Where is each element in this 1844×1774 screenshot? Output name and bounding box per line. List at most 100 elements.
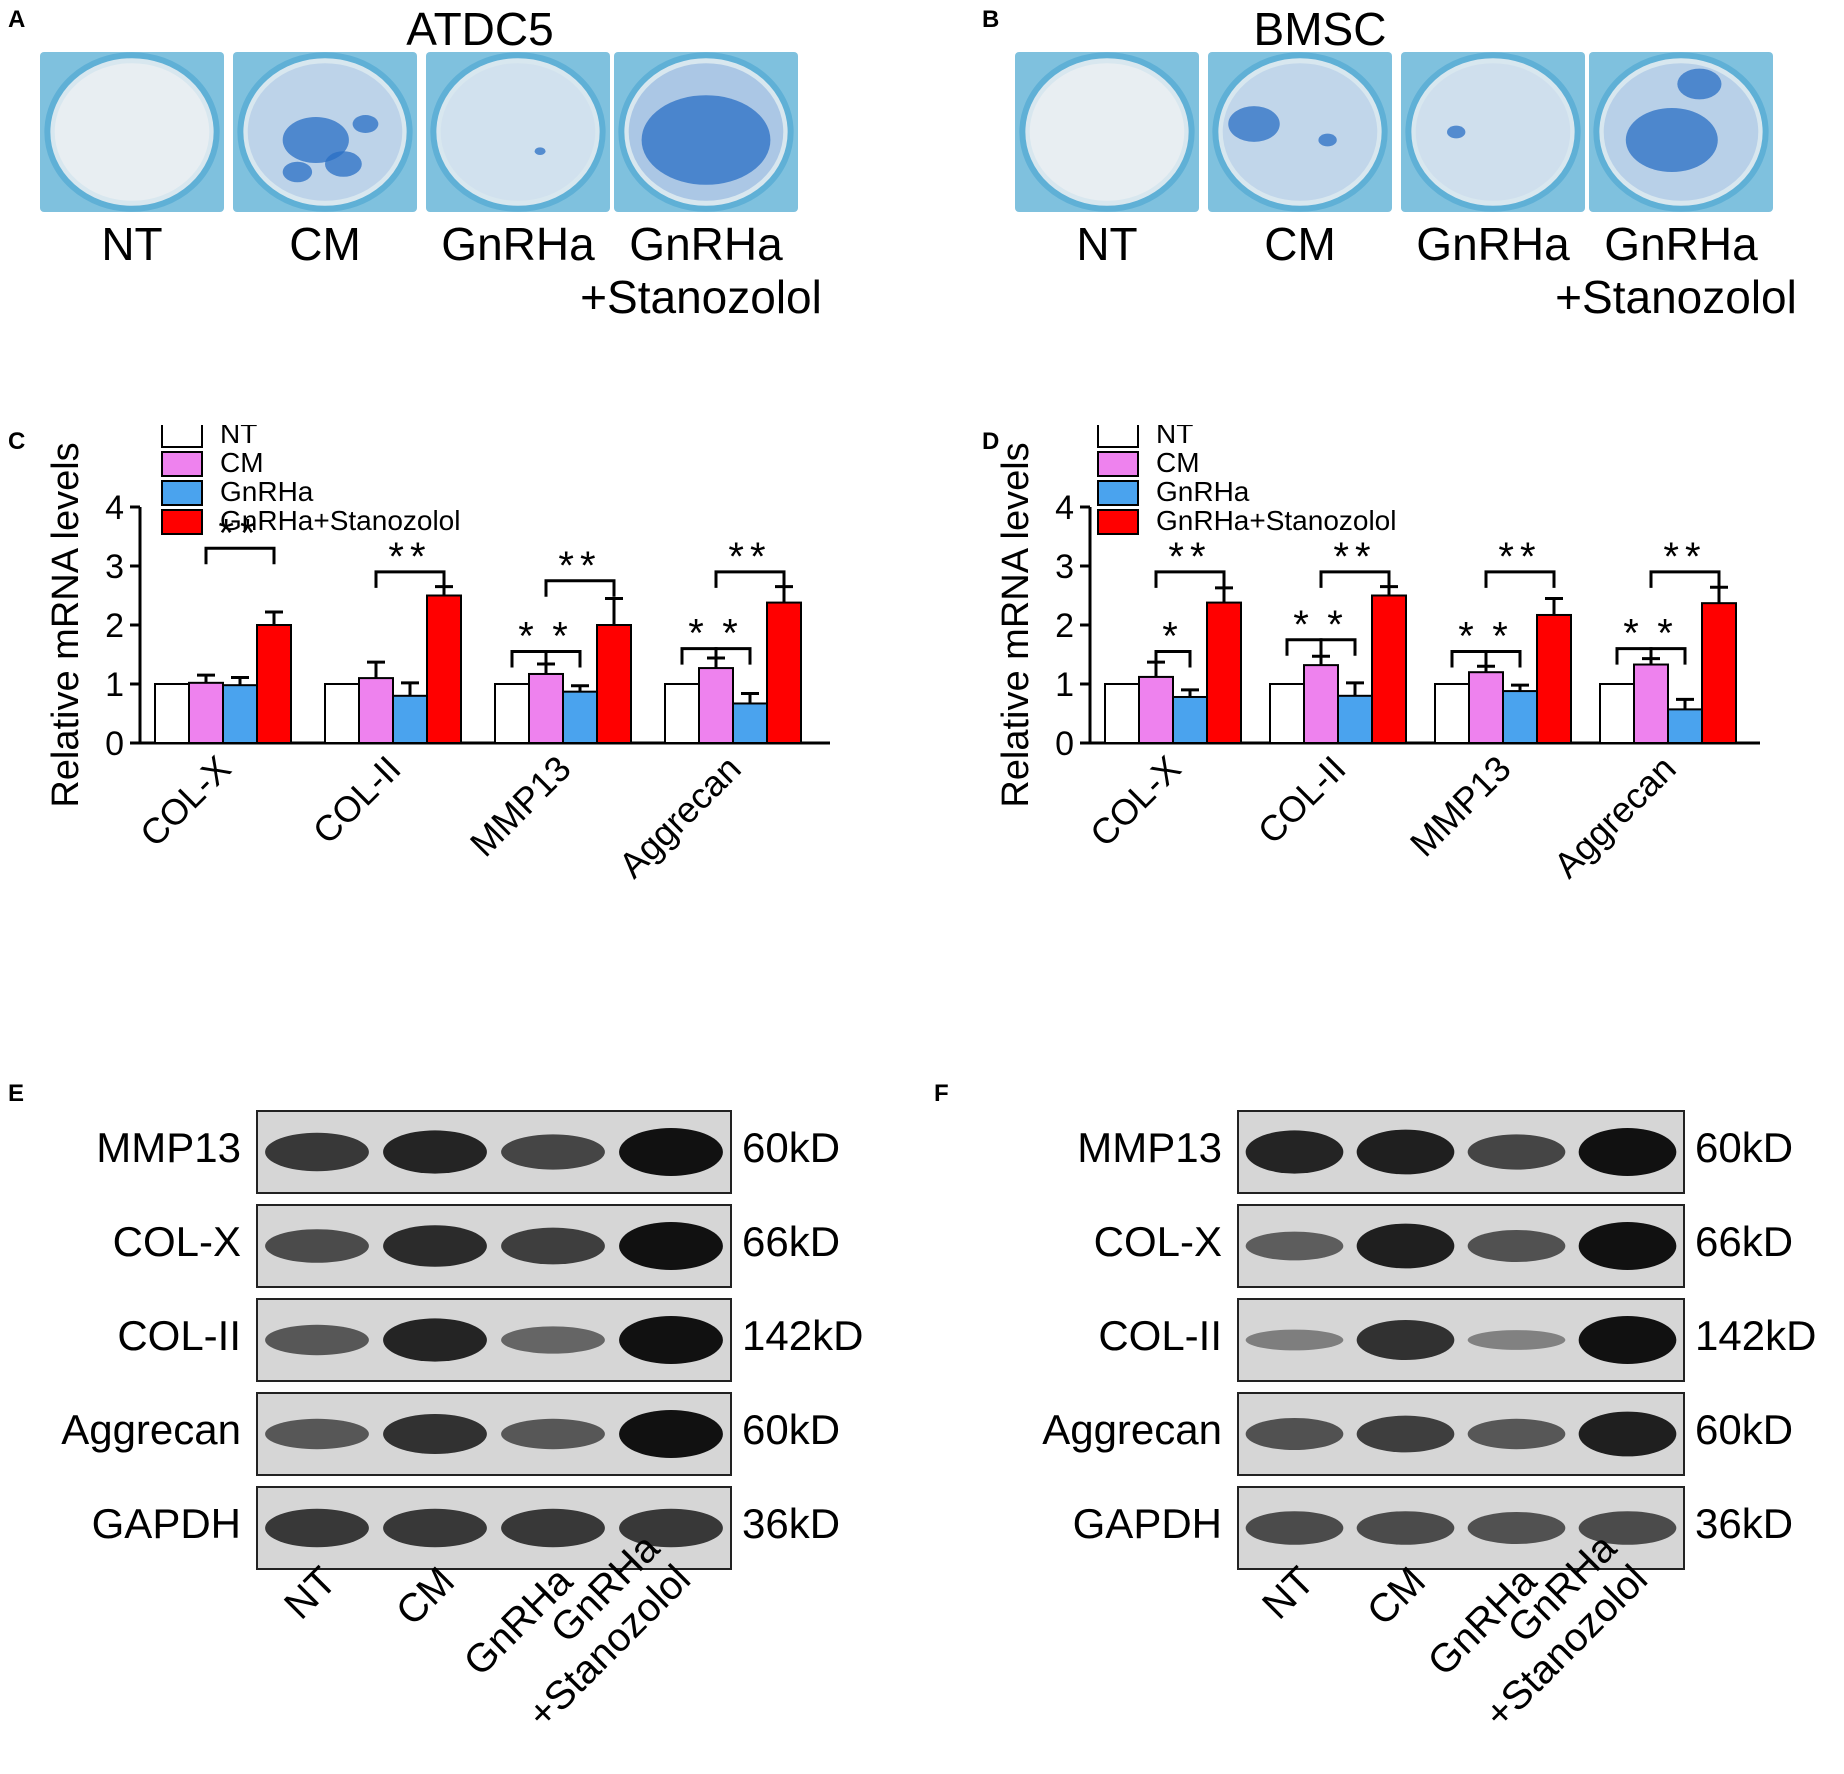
significance-marker: * xyxy=(552,615,574,659)
well-label: CM xyxy=(289,218,361,270)
y-tick-label: 2 xyxy=(1055,607,1074,645)
bar xyxy=(1502,690,1538,744)
blot-strip xyxy=(256,1204,732,1288)
molecular-weight-label: 66kD xyxy=(1695,1218,1794,1265)
protein-band xyxy=(1578,1128,1677,1176)
significance-marker: * xyxy=(1327,603,1349,647)
well-label: GnRHa +Stanozolol xyxy=(1555,218,1797,323)
bar xyxy=(562,690,598,745)
protein-band xyxy=(1245,1231,1344,1261)
legend-label: CM xyxy=(1156,447,1200,478)
bar xyxy=(766,601,802,744)
well-label: GnRHa xyxy=(441,218,595,270)
protein-label: GAPDH xyxy=(1072,1500,1222,1547)
protein-band xyxy=(1467,1134,1566,1170)
protein-band xyxy=(1245,1418,1344,1450)
significance-marker: * xyxy=(1293,603,1315,647)
significance-marker: * xyxy=(1657,612,1679,656)
significance-bracket xyxy=(1319,570,1391,588)
bar xyxy=(732,702,768,744)
protein-band xyxy=(501,1326,605,1354)
protein-band xyxy=(1578,1411,1677,1457)
protein-label: COL-II xyxy=(1098,1312,1222,1359)
bar xyxy=(1667,708,1703,744)
significance-bracket xyxy=(714,647,752,665)
legend-label: GnRHa+Stanozolol xyxy=(1156,505,1396,536)
significance-bracket xyxy=(1484,650,1522,668)
y-tick-label: 4 xyxy=(1055,489,1074,527)
y-tick-label: 0 xyxy=(105,725,124,763)
protein-band xyxy=(1467,1230,1566,1262)
protein-band xyxy=(265,1132,369,1172)
bar xyxy=(426,594,462,744)
culture-well-image xyxy=(614,52,798,212)
legend-label: GnRHa xyxy=(220,476,314,507)
significance-bracket xyxy=(1649,570,1721,588)
protein-band xyxy=(1245,1511,1344,1545)
bar xyxy=(358,677,394,745)
y-axis-label: Relative mRNA levels xyxy=(995,442,1037,807)
y-tick-label: 1 xyxy=(105,666,124,704)
legend-swatch xyxy=(1097,509,1139,535)
protein-label: MMP13 xyxy=(1077,1124,1222,1171)
panel-b-title: BMSC xyxy=(1253,3,1387,55)
protein-label: COL-X xyxy=(112,1218,241,1265)
protein-band xyxy=(265,1418,369,1450)
bar xyxy=(256,624,292,744)
bar-chart: Relative mRNA levels 0 1 2 3 4 COL-X COL-II MMP1… xyxy=(45,425,830,886)
significance-marker: * xyxy=(1492,615,1514,659)
culture-well-image xyxy=(1401,52,1585,212)
significance-bracket xyxy=(1649,647,1687,665)
molecular-weight-label: 142kD xyxy=(1695,1312,1817,1359)
blot-strip xyxy=(256,1392,732,1476)
x-category-label: COL-II xyxy=(305,748,409,852)
y-tick-label: 3 xyxy=(105,548,124,586)
bar xyxy=(222,684,258,744)
legend-label: CM xyxy=(220,447,264,478)
protein-band xyxy=(1245,1130,1344,1174)
legend-label: NT xyxy=(220,425,257,449)
legend-label: GnRHa+Stanozolol xyxy=(220,505,460,536)
protein-band xyxy=(383,1225,487,1267)
bar xyxy=(392,694,428,744)
significance-bracket xyxy=(204,546,276,565)
protein-band xyxy=(1356,1320,1455,1360)
protein-band xyxy=(383,1508,487,1548)
protein-label: Aggrecan xyxy=(61,1406,241,1453)
molecular-weight-label: 60kD xyxy=(742,1124,841,1171)
protein-band xyxy=(501,1227,605,1265)
panel-letter-d: D xyxy=(982,428,1000,455)
protein-band xyxy=(383,1130,487,1174)
molecular-weight-label: 66kD xyxy=(742,1218,841,1265)
protein-band xyxy=(1578,1222,1677,1270)
significance-marker: ** xyxy=(388,535,431,579)
significance-marker: * xyxy=(518,615,540,659)
protein-band xyxy=(619,1128,723,1176)
culture-well-image xyxy=(1015,52,1199,212)
significance-marker: * xyxy=(1458,615,1480,659)
bar xyxy=(596,624,632,744)
culture-well-image xyxy=(426,52,610,212)
protein-band xyxy=(1356,1223,1455,1269)
protein-band xyxy=(501,1418,605,1450)
bar xyxy=(154,683,190,744)
significance-marker: ** xyxy=(1168,535,1211,579)
molecular-weight-label: 36kD xyxy=(1695,1500,1794,1547)
protein-band xyxy=(383,1414,487,1454)
bar xyxy=(1468,671,1504,744)
bar xyxy=(1172,695,1208,745)
well-label: NT xyxy=(1076,218,1138,270)
x-category-label: COL-X xyxy=(1082,748,1189,855)
molecular-weight-label: 60kD xyxy=(742,1406,841,1453)
significance-marker: ** xyxy=(1333,535,1376,579)
legend-swatch xyxy=(161,451,203,477)
x-category-label: MMP13 xyxy=(1402,748,1519,865)
bar xyxy=(1633,663,1669,744)
y-tick-label: 4 xyxy=(105,489,124,527)
bar xyxy=(1371,594,1407,744)
significance-bracket xyxy=(714,570,786,588)
blot-strip xyxy=(1237,1110,1685,1194)
blot-strip xyxy=(256,1110,732,1194)
protein-label: GAPDH xyxy=(91,1500,241,1547)
protein-band xyxy=(619,1410,723,1458)
